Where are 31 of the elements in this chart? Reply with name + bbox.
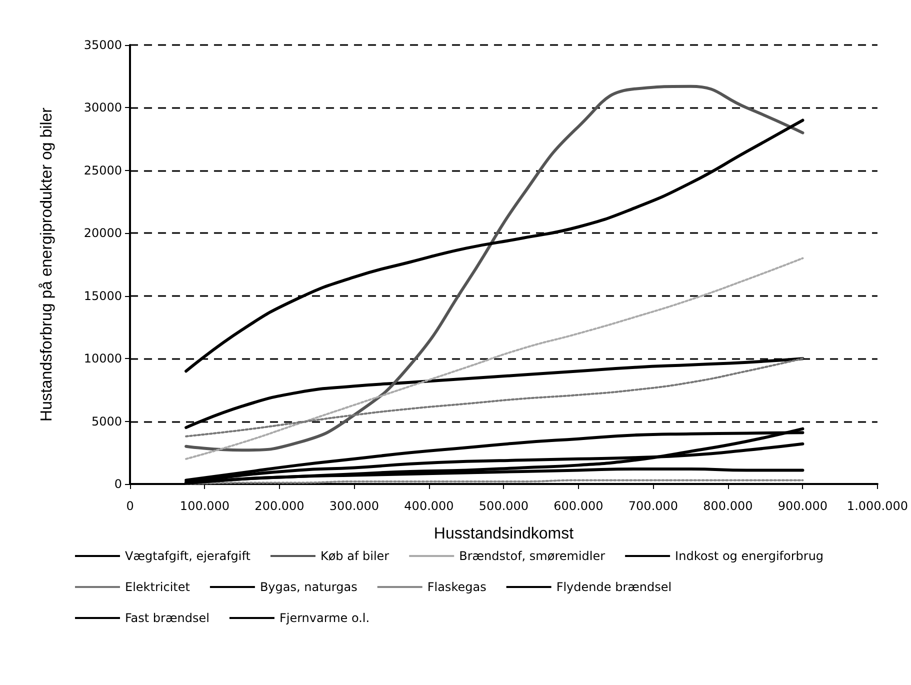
y-tick-label: 10000 bbox=[84, 352, 122, 366]
legend-label: Vægtafgift, ejerafgift bbox=[125, 549, 251, 563]
y-tick-label: 15000 bbox=[84, 288, 122, 303]
legend-label: Indkost og energiforbrug bbox=[675, 549, 824, 563]
legend-label: Fjernvarme o.l. bbox=[279, 611, 370, 625]
legend-label: Brændstof, smøremidler bbox=[459, 549, 606, 563]
x-tick-label: 300.000 bbox=[329, 499, 380, 513]
x-tick-label: 700.000 bbox=[628, 499, 678, 513]
x-tick-label: 400.000 bbox=[404, 499, 454, 513]
y-tick-label: 30000 bbox=[84, 100, 122, 115]
y-tick-label: 25000 bbox=[84, 163, 122, 178]
x-tick-label: 500.000 bbox=[478, 499, 529, 513]
x-tick-label: 600.000 bbox=[554, 499, 604, 513]
legend-label: Flydende brændsel bbox=[556, 580, 672, 594]
y-tick-label: 5000 bbox=[91, 414, 122, 428]
y-tick-label: 0 bbox=[114, 477, 122, 491]
y-tick-label: 20000 bbox=[84, 226, 122, 240]
x-tick-label: 100.000 bbox=[180, 499, 230, 513]
x-tick-label: 900.000 bbox=[778, 499, 828, 513]
x-tick-label: 0 bbox=[126, 499, 134, 513]
legend-label: Bygas, naturgas bbox=[260, 580, 358, 594]
y-axis-title: Hustandsforbrug på energiprodukter og biler bbox=[38, 106, 56, 422]
legend-label: Fast brændsel bbox=[125, 611, 210, 625]
x-tick-label: 1.000.000 bbox=[846, 499, 908, 513]
y-tick-label: 35000 bbox=[84, 38, 122, 52]
legend-label: Køb af biler bbox=[320, 549, 390, 563]
legend-label: Elektricitet bbox=[125, 580, 190, 594]
x-tick-label: 200.000 bbox=[254, 499, 304, 513]
x-axis-title: Husstandsindkomst bbox=[434, 526, 574, 542]
legend-label: Flaskegas bbox=[427, 580, 486, 594]
x-tick-label: 800.000 bbox=[703, 499, 753, 513]
